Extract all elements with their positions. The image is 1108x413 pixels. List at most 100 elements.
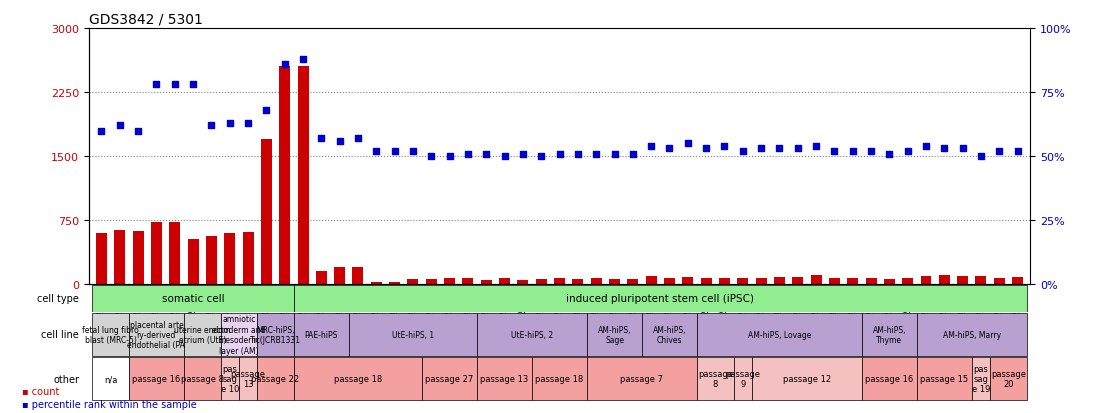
Text: amniotic
ectoderm and
mesoderm
layer (AM): amniotic ectoderm and mesoderm layer (AM…: [213, 315, 266, 355]
Point: [917, 143, 935, 150]
Bar: [627, 280, 638, 285]
FancyBboxPatch shape: [239, 358, 257, 400]
Text: ▪ count: ▪ count: [22, 387, 60, 396]
Point: [733, 148, 751, 155]
Point: [899, 148, 916, 155]
Bar: [957, 276, 968, 285]
Text: ▪ percentile rank within the sample: ▪ percentile rank within the sample: [22, 399, 197, 409]
Bar: [1012, 277, 1023, 285]
Point: [935, 146, 953, 152]
Text: passage
8: passage 8: [698, 369, 732, 388]
Text: somatic cell: somatic cell: [162, 294, 225, 304]
Text: passage 18: passage 18: [535, 374, 584, 383]
Bar: [462, 279, 473, 285]
Bar: [902, 278, 913, 285]
FancyBboxPatch shape: [422, 358, 478, 400]
Text: UtE-hiPS, 1: UtE-hiPS, 1: [392, 330, 434, 339]
Bar: [298, 67, 308, 285]
Bar: [151, 223, 162, 285]
Point: [257, 107, 275, 114]
Point: [368, 148, 386, 155]
Bar: [96, 233, 107, 285]
Point: [203, 123, 220, 129]
Bar: [425, 280, 437, 285]
Bar: [481, 280, 492, 285]
Point: [349, 135, 367, 142]
Point: [441, 154, 459, 160]
Bar: [352, 268, 363, 285]
FancyBboxPatch shape: [129, 358, 184, 400]
FancyBboxPatch shape: [972, 358, 991, 400]
Point: [93, 128, 111, 135]
Point: [312, 135, 330, 142]
Text: passage
9: passage 9: [726, 369, 760, 388]
Text: other: other: [53, 374, 80, 384]
Bar: [719, 278, 730, 285]
Point: [294, 56, 311, 63]
Bar: [792, 277, 803, 285]
Point: [404, 148, 422, 155]
Text: fetal lung fibro
blast (MRC-5): fetal lung fibro blast (MRC-5): [82, 325, 138, 344]
Bar: [938, 275, 950, 285]
Bar: [335, 268, 346, 285]
Point: [789, 146, 807, 152]
Text: AM-hiPS,
Sage: AM-hiPS, Sage: [597, 325, 632, 344]
Point: [972, 154, 989, 160]
Point: [386, 148, 403, 155]
Bar: [554, 278, 565, 285]
FancyBboxPatch shape: [129, 313, 184, 356]
Point: [991, 148, 1008, 155]
Point: [587, 151, 605, 157]
Bar: [921, 276, 932, 285]
Bar: [848, 279, 859, 285]
Bar: [187, 240, 198, 285]
FancyBboxPatch shape: [92, 285, 294, 312]
Point: [478, 151, 495, 157]
FancyBboxPatch shape: [294, 358, 422, 400]
FancyBboxPatch shape: [349, 313, 478, 356]
Point: [551, 151, 568, 157]
Point: [130, 128, 147, 135]
Point: [954, 146, 972, 152]
Bar: [279, 67, 290, 285]
Point: [844, 148, 862, 155]
Bar: [884, 280, 895, 285]
Text: passage 15: passage 15: [921, 374, 968, 383]
Bar: [371, 282, 382, 285]
Text: MRC-hiPS,
Tic(JCRB1331: MRC-hiPS, Tic(JCRB1331: [250, 325, 301, 344]
Text: pas
sag
e 10: pas sag e 10: [220, 364, 239, 394]
Point: [276, 62, 294, 68]
Point: [679, 141, 697, 147]
Text: passage 16: passage 16: [865, 374, 913, 383]
Text: passage
13: passage 13: [230, 369, 266, 388]
FancyBboxPatch shape: [257, 313, 294, 356]
Point: [239, 120, 257, 127]
Point: [111, 123, 129, 129]
Point: [752, 146, 770, 152]
FancyBboxPatch shape: [220, 358, 239, 400]
FancyBboxPatch shape: [862, 313, 916, 356]
Text: cell line: cell line: [41, 330, 80, 339]
Text: passage 12: passage 12: [783, 374, 831, 383]
Text: passage 13: passage 13: [481, 374, 529, 383]
Text: placental arte
ry-derived
endothelial (PA: placental arte ry-derived endothelial (P…: [127, 320, 185, 349]
Bar: [170, 223, 181, 285]
Bar: [408, 280, 419, 285]
Bar: [389, 282, 400, 285]
FancyBboxPatch shape: [294, 313, 349, 356]
Text: passage 8: passage 8: [181, 374, 224, 383]
FancyBboxPatch shape: [642, 313, 697, 356]
Text: uterine endom
etrium (UtE): uterine endom etrium (UtE): [174, 325, 230, 344]
FancyBboxPatch shape: [478, 313, 587, 356]
Bar: [756, 278, 767, 285]
Bar: [975, 276, 986, 285]
Text: PAE-hiPS: PAE-hiPS: [305, 330, 338, 339]
Point: [570, 151, 587, 157]
Bar: [260, 140, 271, 285]
Text: induced pluripotent stem cell (iPSC): induced pluripotent stem cell (iPSC): [566, 294, 755, 304]
Bar: [316, 271, 327, 285]
FancyBboxPatch shape: [991, 358, 1027, 400]
FancyBboxPatch shape: [697, 313, 862, 356]
Bar: [206, 236, 217, 285]
Point: [862, 148, 880, 155]
